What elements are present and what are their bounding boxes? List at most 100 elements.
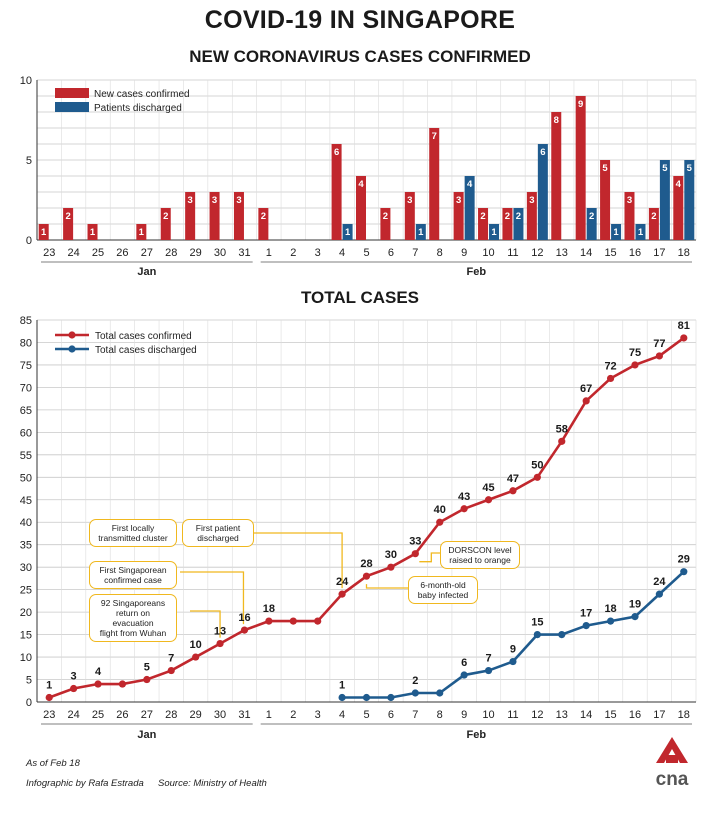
discharged-bar <box>342 224 353 240</box>
confirmed-point <box>167 666 175 675</box>
discharged-point-label: 7 <box>485 653 491 665</box>
confirmed-point-label: 45 <box>482 482 494 494</box>
discharged-bar <box>513 208 524 240</box>
y-tick-label: 60 <box>20 427 32 439</box>
y-tick-label: 0 <box>26 235 32 247</box>
annotation-box: First Singaporean confirmed case <box>89 561 177 589</box>
y-tick-label: 30 <box>20 562 32 574</box>
confirmed-point <box>240 626 249 634</box>
bar-value-label: 2 <box>163 211 168 222</box>
bar-value-label: 1 <box>638 227 644 238</box>
x-tick-label: 25 <box>92 247 104 259</box>
confirmed-point <box>362 572 371 580</box>
discharged-point-label: 9 <box>510 644 516 656</box>
month-label: Feb <box>467 729 487 741</box>
new-cases-bar <box>331 144 342 240</box>
y-tick-label: 0 <box>26 697 32 709</box>
confirmed-point-label: 47 <box>507 473 519 485</box>
annotation-text-line: return on evacuation <box>112 608 154 628</box>
discharged-point <box>460 671 468 679</box>
new-cases-bar <box>502 208 513 240</box>
y-tick-label: 20 <box>20 607 32 619</box>
x-tick-label: 29 <box>190 247 202 259</box>
annotation-box: DORSCON level raised to orange <box>440 541 520 569</box>
x-tick-label: 28 <box>165 709 177 721</box>
x-tick-label: 24 <box>67 247 79 259</box>
confirmed-point <box>94 680 102 688</box>
new-cases-bar <box>233 192 244 240</box>
x-tick-label: 23 <box>43 247 55 259</box>
y-tick-label: 40 <box>20 517 32 529</box>
bar-value-label: 2 <box>516 211 521 222</box>
confirmed-point <box>460 505 468 513</box>
y-tick-label: 25 <box>20 585 32 597</box>
bar-value-label: 3 <box>456 195 461 206</box>
confirmed-point <box>436 518 444 526</box>
y-tick-label: 5 <box>26 675 32 687</box>
bar-value-label: 1 <box>41 227 47 238</box>
new-cases-bar <box>648 208 659 240</box>
annotation-text-line: discharged <box>197 533 239 543</box>
confirmed-point-label: 30 <box>385 549 397 561</box>
new-cases-bar <box>453 192 464 240</box>
discharged-bar <box>659 160 670 240</box>
confirmed-point <box>680 334 688 342</box>
legend-label-discharged: Patients discharged <box>94 103 182 114</box>
annotation-connector <box>180 571 245 625</box>
y-tick-label: 85 <box>20 315 32 327</box>
new-cases-bar <box>575 96 586 240</box>
annotation-text-line: First locally <box>111 523 155 533</box>
discharged-point <box>387 693 395 702</box>
y-tick-label: 15 <box>20 630 32 642</box>
x-tick-label: 10 <box>482 247 494 259</box>
annotation-box: 92 Singaporeans return on evacuation fligh… <box>89 594 177 642</box>
month-label: Jan <box>137 266 156 278</box>
legend-label-confirmed: Total cases confirmed <box>95 331 192 342</box>
x-tick-label: 15 <box>604 709 616 721</box>
data-source: Source: Ministry of Health <box>158 778 267 789</box>
page-title: COVID-19 IN SINGAPORE <box>204 6 516 34</box>
confirmed-point-label: 18 <box>263 603 275 615</box>
x-tick-label: 9 <box>461 247 467 259</box>
bar-value-label: 8 <box>554 115 559 126</box>
x-tick-label: 4 <box>339 709 345 721</box>
discharged-point-label: 29 <box>678 554 690 566</box>
x-tick-label: 7 <box>412 247 418 259</box>
x-tick-label: 3 <box>315 709 321 721</box>
confirmed-point <box>655 352 663 360</box>
confirmed-point <box>387 563 395 571</box>
legend-swatch-discharged <box>55 102 89 112</box>
confirmed-point <box>558 437 566 445</box>
x-tick-label: 8 <box>437 247 443 259</box>
new-cases-bar <box>600 160 611 240</box>
confirmed-point-label: 81 <box>678 320 690 332</box>
y-tick-label: 5 <box>26 155 32 167</box>
confirmed-point-label: 28 <box>360 558 372 570</box>
annotation-text-line: confirmed case <box>104 575 162 585</box>
confirmed-point <box>265 617 273 625</box>
bar-value-label: 3 <box>529 195 534 206</box>
confirmed-point <box>631 361 639 369</box>
discharged-bar <box>489 224 500 240</box>
bar-value-label: 6 <box>540 147 545 158</box>
discharged-point-label: 18 <box>604 603 616 615</box>
x-tick-label: 24 <box>67 709 79 721</box>
annotation-text-line: transmitted cluster <box>98 533 168 543</box>
bar-value-label: 5 <box>687 163 693 174</box>
discharged-bar <box>684 160 695 240</box>
x-tick-label: 27 <box>141 247 153 259</box>
bar-value-label: 3 <box>627 195 632 206</box>
x-tick-label: 23 <box>43 709 55 721</box>
annotation-connector <box>419 552 440 563</box>
confirmed-point-label: 77 <box>653 338 665 350</box>
x-tick-label: 28 <box>165 247 177 259</box>
bar-value-label: 1 <box>613 227 619 238</box>
annotation-text-line: First Singaporean <box>99 565 167 575</box>
new-cases-bar <box>478 208 489 240</box>
x-tick-label: 2 <box>290 709 296 721</box>
confirmed-point-label: 24 <box>336 576 349 588</box>
discharged-bar <box>537 144 548 240</box>
annotation-text-line: 6-month-old <box>420 580 466 590</box>
